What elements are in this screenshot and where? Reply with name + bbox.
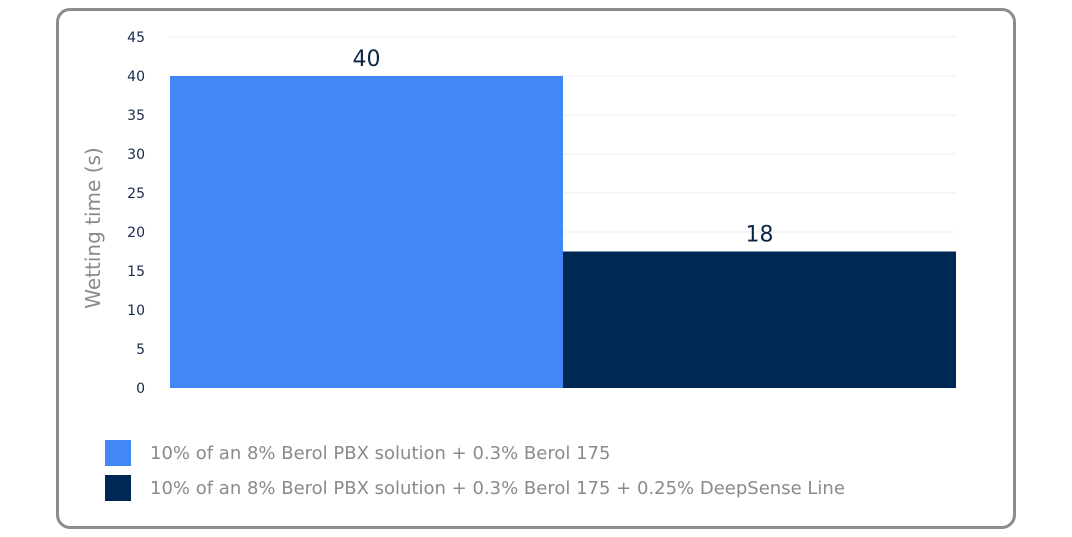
y-tick-label: 20 bbox=[127, 225, 145, 241]
y-axis-ticks: 0 5 10 15 20 25 30 35 40 45 bbox=[127, 30, 145, 397]
y-tick-label: 30 bbox=[127, 147, 145, 163]
y-tick-label: 0 bbox=[136, 381, 145, 397]
data-labels: 40 18 bbox=[353, 47, 774, 248]
bars bbox=[170, 76, 956, 388]
y-tick-label: 25 bbox=[127, 186, 145, 202]
legend-label: 10% of an 8% Berol PBX solution + 0.3% B… bbox=[150, 478, 845, 499]
legend: 10% of an 8% Berol PBX solution + 0.3% B… bbox=[105, 440, 845, 501]
y-tick-label: 15 bbox=[127, 264, 145, 280]
data-label: 40 bbox=[353, 47, 381, 72]
y-tick-label: 10 bbox=[127, 303, 145, 319]
y-tick-label: 5 bbox=[136, 342, 145, 358]
y-tick-label: 35 bbox=[127, 108, 145, 124]
y-tick-label: 45 bbox=[127, 30, 145, 46]
y-tick-label: 40 bbox=[127, 69, 145, 85]
bar bbox=[170, 76, 563, 388]
legend-swatch bbox=[105, 475, 131, 501]
bar bbox=[563, 251, 956, 388]
data-label: 18 bbox=[746, 223, 774, 248]
legend-label: 10% of an 8% Berol PBX solution + 0.3% B… bbox=[150, 443, 610, 464]
legend-swatch bbox=[105, 440, 131, 466]
y-axis-label: Wetting time (s) bbox=[81, 147, 105, 308]
